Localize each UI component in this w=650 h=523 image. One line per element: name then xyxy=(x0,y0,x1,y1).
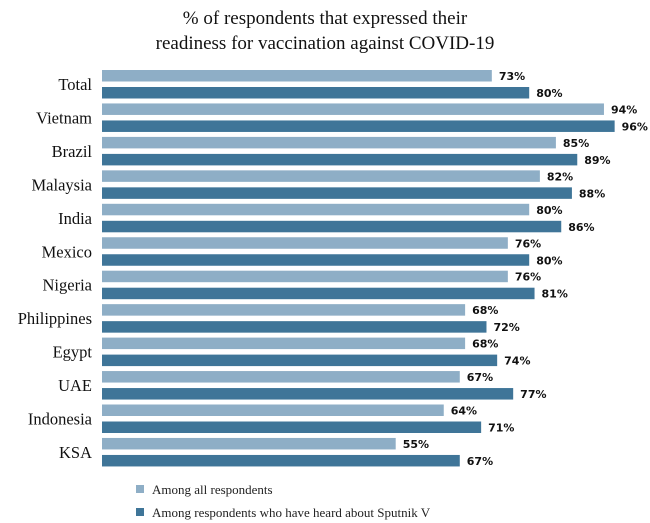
data-label: 68% xyxy=(472,338,498,351)
data-label: 86% xyxy=(568,221,594,234)
bar-all xyxy=(102,304,466,316)
bar-heard xyxy=(102,421,482,433)
bar-all xyxy=(102,70,492,82)
data-label: 80% xyxy=(536,254,562,267)
category-label: Vietnam xyxy=(36,108,92,127)
bar-all xyxy=(102,270,508,283)
bar-heard xyxy=(102,153,578,166)
data-label: 68% xyxy=(472,304,498,317)
bar-all xyxy=(102,170,540,182)
category-label: KSA xyxy=(59,443,92,462)
category-label: Total xyxy=(58,75,92,94)
bar-all xyxy=(102,103,604,115)
chart-title-line-1: % of respondents that expressed their xyxy=(183,8,468,29)
legend-swatch-heard xyxy=(136,508,144,516)
data-label: 80% xyxy=(536,204,562,217)
category-label: Nigeria xyxy=(43,276,93,295)
data-label: 55% xyxy=(403,438,429,451)
bar-heard xyxy=(102,321,487,333)
chart-title-line-2: readiness for vaccination against COVID-… xyxy=(156,33,495,54)
bar-heard xyxy=(102,388,514,400)
category-label: India xyxy=(58,209,93,228)
bar-heard xyxy=(102,354,498,367)
data-label: 67% xyxy=(467,371,493,384)
data-label: 80% xyxy=(536,87,562,100)
bar-heard xyxy=(102,254,530,266)
category-label: Egypt xyxy=(53,343,93,362)
data-label: 88% xyxy=(579,187,605,200)
category-label: Brazil xyxy=(52,142,93,161)
data-label: 67% xyxy=(467,455,493,468)
data-label: 89% xyxy=(584,154,610,167)
bar-heard xyxy=(102,187,572,199)
bar-heard xyxy=(102,220,562,233)
data-label: 73% xyxy=(499,70,525,83)
category-label: Indonesia xyxy=(28,410,93,429)
data-label: 94% xyxy=(611,103,637,116)
data-label: 85% xyxy=(563,137,589,150)
category-label: Philippines xyxy=(18,309,92,328)
bar-heard xyxy=(102,120,615,132)
bar-all xyxy=(102,237,508,249)
bar-heard xyxy=(102,454,460,467)
data-label: 64% xyxy=(451,405,477,418)
bar-all xyxy=(102,136,556,149)
bar-heard xyxy=(102,287,535,300)
category-label: Malaysia xyxy=(32,175,93,194)
data-label: 72% xyxy=(493,321,519,334)
bar-all xyxy=(102,203,530,216)
data-label: 81% xyxy=(542,288,568,301)
data-label: 71% xyxy=(488,422,514,435)
legend-swatch-all xyxy=(136,485,144,493)
data-label: 76% xyxy=(515,271,541,284)
bar-all xyxy=(102,371,460,383)
category-label: Mexico xyxy=(42,242,92,261)
bar-heard xyxy=(102,87,530,99)
legend-label-all: Among all respondents xyxy=(152,482,273,497)
data-label: 82% xyxy=(547,170,573,183)
bar-all xyxy=(102,437,396,450)
bar-all xyxy=(102,404,444,416)
category-label: UAE xyxy=(58,376,92,395)
legend-label-heard: Among respondents who have heard about S… xyxy=(152,505,431,520)
data-label: 74% xyxy=(504,355,530,368)
data-label: 76% xyxy=(515,237,541,250)
data-label: 96% xyxy=(622,120,648,133)
bar-all xyxy=(102,337,466,350)
data-label: 77% xyxy=(520,388,546,401)
